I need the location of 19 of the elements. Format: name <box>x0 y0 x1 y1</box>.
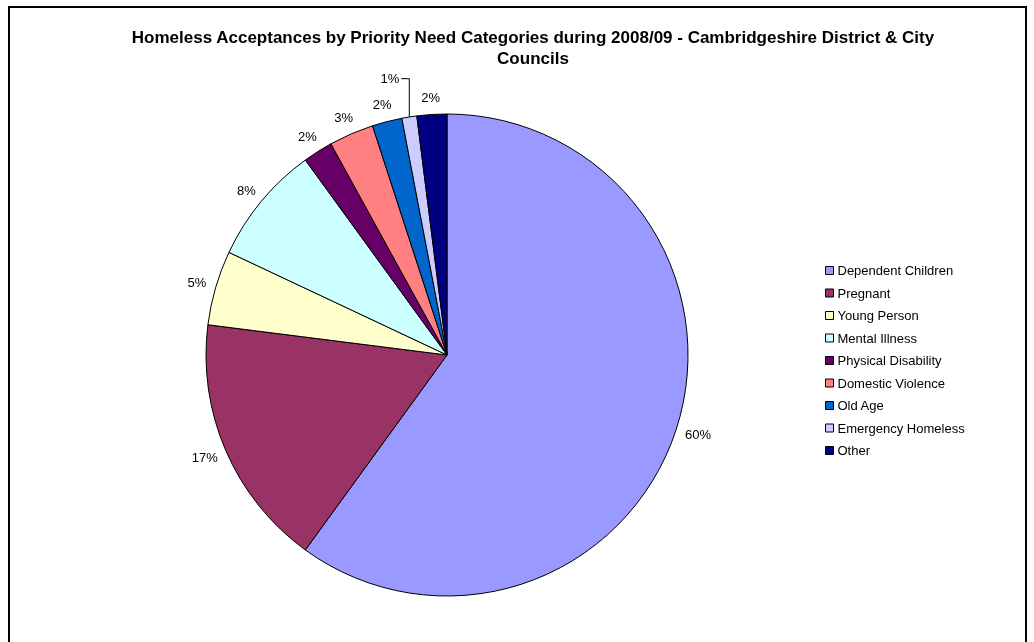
legend-label: Emergency Homeless <box>837 420 966 436</box>
data-label: 2% <box>298 129 318 145</box>
legend-label: Domestic Violence <box>837 375 945 391</box>
data-label: 17% <box>191 450 219 466</box>
data-label: 8% <box>236 182 257 198</box>
data-label: 2% <box>372 97 393 113</box>
legend-label: Mental Illness <box>837 330 918 346</box>
data-label: 2% <box>421 89 441 105</box>
legend-label: Old Age <box>837 398 884 413</box>
legend-label: Dependent Children <box>837 263 954 278</box>
data-label: 60% <box>685 427 712 443</box>
chart-title: Homeless Acceptances by Priority Need Categories during 2008/09 - Cambridgeshire District & City Councils <box>130 27 936 69</box>
legend-label: Young Person <box>837 308 919 323</box>
data-label: 1% <box>380 71 400 87</box>
data-label: 3% <box>334 110 354 126</box>
legend-label: Pregnant <box>837 285 891 301</box>
legend-label: Other <box>837 443 871 458</box>
legend-label: Physical Disability <box>837 353 943 368</box>
data-label: 5% <box>187 275 207 291</box>
